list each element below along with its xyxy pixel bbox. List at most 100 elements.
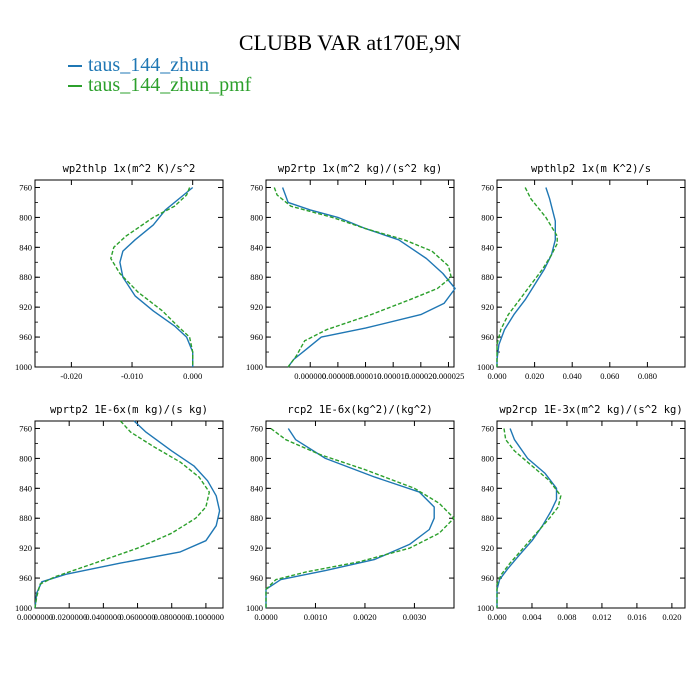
y-tick-label: 760 <box>19 423 32 433</box>
figure-title: CLUBB VAR at170E,9N <box>238 30 462 55</box>
y-tick-label: 800 <box>250 453 263 463</box>
x-tick-label: 0.0030 <box>403 612 426 622</box>
y-tick-label: 1000 <box>15 603 32 613</box>
y-tick-label: 880 <box>481 272 494 282</box>
y-tick-label: 840 <box>19 483 32 493</box>
subplot-5: rcp2 1E-6x(kg^2)/(kg^2) 760 800 840 880 920 96… <box>246 404 455 622</box>
y-tick-label: 920 <box>19 543 32 553</box>
subplot-1: wp2thlp 1x(m^2 K)/s^2 760 800 840 880 920 960 1… <box>15 163 224 381</box>
subplot-2: wp2rtp 1x(m^2 kg)/(s^2 kg) 760 800 840 880 92… <box>246 163 464 381</box>
y-tick-label: 1000 <box>246 362 263 372</box>
y-tick-label: 1000 <box>15 362 32 372</box>
series-line-taus_144_zhun_pmf <box>496 187 558 367</box>
y-tick-label: 880 <box>250 513 263 523</box>
y-tick-label: 1000 <box>477 603 494 613</box>
subplot-title: wp2rcp 1E-3x(m^2 kg)/(s^2 kg) <box>499 404 682 416</box>
series-line-taus_144_zhun <box>119 186 194 367</box>
legend-label-zhun-pmf: taus_144_zhun_pmf <box>88 74 252 96</box>
y-tick-label: 880 <box>19 513 32 523</box>
series-line-taus_144_zhun_pmf <box>273 187 452 368</box>
y-tick-label: 880 <box>481 513 494 523</box>
y-tick-label: 840 <box>250 242 263 252</box>
x-tick-label: 0.0400000 <box>85 612 121 622</box>
x-tick-label: 0.016 <box>627 612 646 622</box>
y-tick-label: 800 <box>19 453 32 463</box>
y-tick-label: 920 <box>19 302 32 312</box>
plot-frame <box>265 179 455 368</box>
x-tick-label: 0.0800000 <box>154 612 190 622</box>
x-tick-label: 0.000 <box>183 371 202 381</box>
y-tick-label: 800 <box>19 212 32 222</box>
x-tick-label: 0.020 <box>662 612 681 622</box>
y-tick-label: 800 <box>481 453 494 463</box>
subplot-title: rcp2 1E-6x(kg^2)/(kg^2) <box>287 404 432 416</box>
legend-item-zhun-pmf: taus_144_zhun_pmf <box>68 74 251 97</box>
y-tick-label: 960 <box>19 332 32 342</box>
y-tick-label: 960 <box>250 332 263 342</box>
y-tick-label: 960 <box>250 573 263 583</box>
y-tick-label: 760 <box>481 182 494 192</box>
y-tick-label: 760 <box>250 423 263 433</box>
x-tick-label: -0.020 <box>60 371 82 381</box>
y-tick-label: 880 <box>250 272 263 282</box>
y-tick-label: 840 <box>481 242 494 252</box>
y-tick-label: 760 <box>19 182 32 192</box>
plot-frame <box>34 179 224 368</box>
y-tick-label: 960 <box>481 573 494 583</box>
series-line-taus_144_zhun_pmf <box>496 428 562 608</box>
legend-swatch-zhun <box>68 65 82 68</box>
plot-frame <box>265 420 455 609</box>
y-tick-label: 760 <box>481 423 494 433</box>
x-tick-label: 0.000025 <box>433 371 465 381</box>
x-tick-label: 0.012 <box>592 612 611 622</box>
series-line-taus_144_zhun <box>496 428 558 608</box>
y-tick-label: 920 <box>481 543 494 553</box>
series-line-taus_144_zhun_pmf <box>110 187 194 367</box>
x-tick-label: 0.0200000 <box>51 612 87 622</box>
x-tick-label: 0.020 <box>525 371 544 381</box>
plot-frame <box>496 179 686 368</box>
subplot-6: wp2rcp 1E-3x(m^2 kg)/(s^2 kg) 760 800 840 88… <box>477 404 686 622</box>
x-tick-label: 0.060 <box>600 371 619 381</box>
subplot-4: wprtp2 1E-6x(m kg)/(s kg) 760 800 840 880 920… <box>15 404 224 622</box>
x-tick-label: 0.000005 <box>322 371 354 381</box>
x-tick-label: 0.0000 <box>254 612 277 622</box>
y-tick-label: 920 <box>250 543 263 553</box>
plot-frame <box>34 420 224 609</box>
x-tick-label: 0.0000000 <box>17 612 53 622</box>
subplot-title: wprtp2 1E-6x(m kg)/(s kg) <box>50 404 208 416</box>
x-tick-label: 0.0010 <box>304 612 327 622</box>
x-tick-label: -0.010 <box>121 371 143 381</box>
y-tick-label: 920 <box>250 302 263 312</box>
x-tick-label: 0.008 <box>557 612 576 622</box>
y-tick-label: 920 <box>481 302 494 312</box>
x-tick-label: 0.000015 <box>377 371 409 381</box>
x-tick-label: 0.000020 <box>405 371 437 381</box>
y-tick-label: 880 <box>19 272 32 282</box>
series-line-taus_144_zhun_pmf <box>265 427 455 608</box>
y-tick-label: 1000 <box>246 603 263 613</box>
x-tick-label: 0.040 <box>563 371 582 381</box>
x-tick-label: 0.000 <box>487 612 506 622</box>
subplot-title: wp2rtp 1x(m^2 kg)/(s^2 kg) <box>278 163 442 175</box>
plot-frame <box>496 420 686 609</box>
x-tick-label: 0.000 <box>487 371 506 381</box>
y-tick-label: 840 <box>250 483 263 493</box>
series-line-taus_144_zhun <box>496 187 556 367</box>
series-line-taus_144_zhun_pmf <box>34 420 210 609</box>
y-tick-label: 1000 <box>477 362 494 372</box>
y-tick-label: 800 <box>250 212 263 222</box>
subplot-title: wp2thlp 1x(m^2 K)/s^2 <box>63 163 196 175</box>
legend-label-zhun: taus_144_zhun <box>88 54 210 76</box>
x-tick-label: 0.000010 <box>350 371 382 381</box>
x-tick-label: 0.0020 <box>353 612 376 622</box>
x-tick-label: 0.000000 <box>294 371 326 381</box>
legend-swatch-zhun-pmf <box>68 85 82 88</box>
legend-item-zhun: taus_144_zhun <box>68 54 209 77</box>
series-line-taus_144_zhun <box>34 420 221 609</box>
y-tick-label: 960 <box>19 573 32 583</box>
x-tick-label: 0.080 <box>638 371 657 381</box>
x-tick-label: 0.004 <box>522 612 542 622</box>
y-tick-label: 960 <box>481 332 494 342</box>
